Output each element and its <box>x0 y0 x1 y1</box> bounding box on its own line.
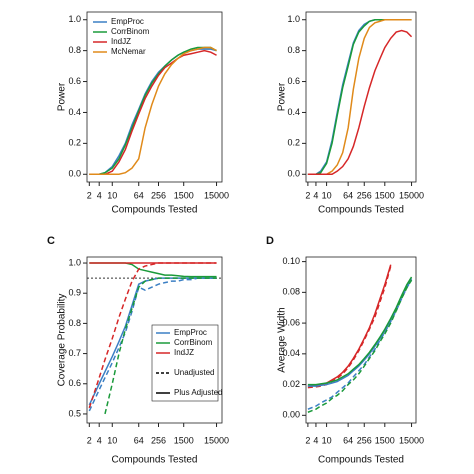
x-tick-label: 10 <box>322 190 332 200</box>
y-tick-label: 0.6 <box>68 76 81 86</box>
y-tick-label: 0.7 <box>68 348 81 358</box>
y-axis-label: Coverage Probability <box>57 294 68 387</box>
legend-label: IndJZ <box>111 37 131 46</box>
legend-label: EmpProc <box>111 17 144 26</box>
y-tick-label: 0.02 <box>282 379 300 389</box>
x-tick-label: 64 <box>343 190 353 200</box>
x-tick-label: 256 <box>357 435 372 445</box>
y-tick-label: 0.04 <box>282 348 300 358</box>
series-line <box>89 262 217 278</box>
y-axis-label: Power <box>57 82 68 111</box>
x-tick-label: 2 <box>305 190 310 200</box>
x-tick-label: 10 <box>107 435 117 445</box>
y-tick-label: 0.2 <box>287 138 300 148</box>
plot-frame <box>305 11 417 183</box>
x-tick-label: 64 <box>343 435 353 445</box>
y-tick-label: 0.8 <box>68 318 81 328</box>
x-tick-label: 2 <box>87 190 92 200</box>
legend-label: EmpProc <box>174 328 207 337</box>
legend-label: IndJZ <box>174 348 194 357</box>
legend-box <box>151 324 219 402</box>
x-tick-label: 2 <box>87 435 92 445</box>
y-tick-label: 0.2 <box>68 138 81 148</box>
panel-label: C <box>47 235 55 247</box>
y-tick-label: 0.08 <box>282 287 300 297</box>
x-axis-label: Compounds Tested <box>112 455 198 466</box>
y-tick-label: 1.0 <box>287 14 300 24</box>
x-tick-label: 1500 <box>375 190 395 200</box>
plot-frame <box>305 256 417 424</box>
y-tick-label: 0.10 <box>282 256 300 266</box>
legend-label: Plus Adjusted <box>174 388 222 397</box>
series-line <box>307 18 412 176</box>
y-tick-label: 0.8 <box>287 45 300 55</box>
y-tick-label: 0.8 <box>68 45 81 55</box>
x-tick-label: 1500 <box>375 435 395 445</box>
x-tick-label: 15000 <box>204 190 229 200</box>
x-tick-label: 1500 <box>174 190 194 200</box>
x-axis-label: Compounds Tested <box>318 455 404 466</box>
y-tick-label: 1.0 <box>68 14 81 24</box>
series-line <box>89 49 217 176</box>
series-line <box>307 276 413 386</box>
x-tick-label: 15000 <box>399 435 424 445</box>
x-tick-label: 4 <box>97 435 102 445</box>
series-line <box>307 266 392 389</box>
x-tick-label: 64 <box>134 435 144 445</box>
legend-label: Unadjusted <box>174 368 214 377</box>
x-axis-label: Compounds Tested <box>112 205 198 216</box>
legend-label: McNemar <box>111 47 146 56</box>
x-tick-label: 256 <box>151 190 166 200</box>
y-tick-label: 0.06 <box>282 317 300 327</box>
x-tick-label: 256 <box>357 190 372 200</box>
y-tick-label: 0.4 <box>68 107 81 117</box>
x-tick-label: 256 <box>151 435 166 445</box>
series-line <box>89 46 217 176</box>
y-tick-label: 0.6 <box>68 378 81 388</box>
series-line <box>88 262 217 409</box>
x-axis-label: Compounds Tested <box>318 205 404 216</box>
y-tick-label: 0.00 <box>282 410 300 420</box>
panel: 2 4 10 64 256 1500 15000 0.00 0.02 0.04 0.06 0.08 0.… <box>266 235 424 466</box>
y-axis-label: Power <box>277 82 288 111</box>
series-line <box>89 46 217 176</box>
plot-frame <box>86 256 223 424</box>
series-line <box>88 277 217 412</box>
y-tick-label: 0.0 <box>68 169 81 179</box>
panel-label: D <box>266 235 274 247</box>
x-tick-label: 15000 <box>204 435 229 445</box>
panel: 2 4 10 64 256 1500 15000 0.0 0.2 0.4 0.6 0.8 1.0 Comp… <box>277 11 424 216</box>
y-tick-label: 0.6 <box>287 76 300 86</box>
y-tick-label: 0.5 <box>68 408 81 418</box>
y-tick-label: 0.4 <box>287 107 300 117</box>
series-line <box>89 48 217 176</box>
legend-label: CorrBinom <box>111 27 150 36</box>
x-tick-label: 4 <box>313 435 318 445</box>
x-tick-label: 4 <box>313 190 318 200</box>
y-axis-label: Average Width <box>277 307 288 372</box>
y-tick-label: 0.0 <box>287 169 300 179</box>
series-line <box>307 18 412 176</box>
series-line <box>307 264 392 387</box>
x-tick-label: 10 <box>107 190 117 200</box>
plot-frame <box>86 11 223 183</box>
panel: 2 4 10 64 256 1500 15000 0.0 0.2 0.4 0.6 0.8 1.0 Comp… <box>57 11 229 216</box>
x-tick-label: 15000 <box>399 190 424 200</box>
x-tick-label: 4 <box>97 190 102 200</box>
series-line <box>307 29 413 176</box>
y-tick-label: 1.0 <box>68 257 81 267</box>
legend-label: CorrBinom <box>174 338 213 347</box>
x-tick-label: 64 <box>134 190 144 200</box>
y-tick-label: 0.9 <box>68 288 81 298</box>
series-line <box>307 279 413 410</box>
panel: 2 4 10 64 256 1500 15000 0.5 0.6 0.7 0.8 0.9 1.0 Comp… <box>47 235 229 466</box>
x-tick-label: 2 <box>305 435 310 445</box>
series-line <box>307 18 412 176</box>
series-line <box>104 277 217 415</box>
x-tick-label: 1500 <box>174 435 194 445</box>
x-tick-label: 10 <box>322 435 332 445</box>
